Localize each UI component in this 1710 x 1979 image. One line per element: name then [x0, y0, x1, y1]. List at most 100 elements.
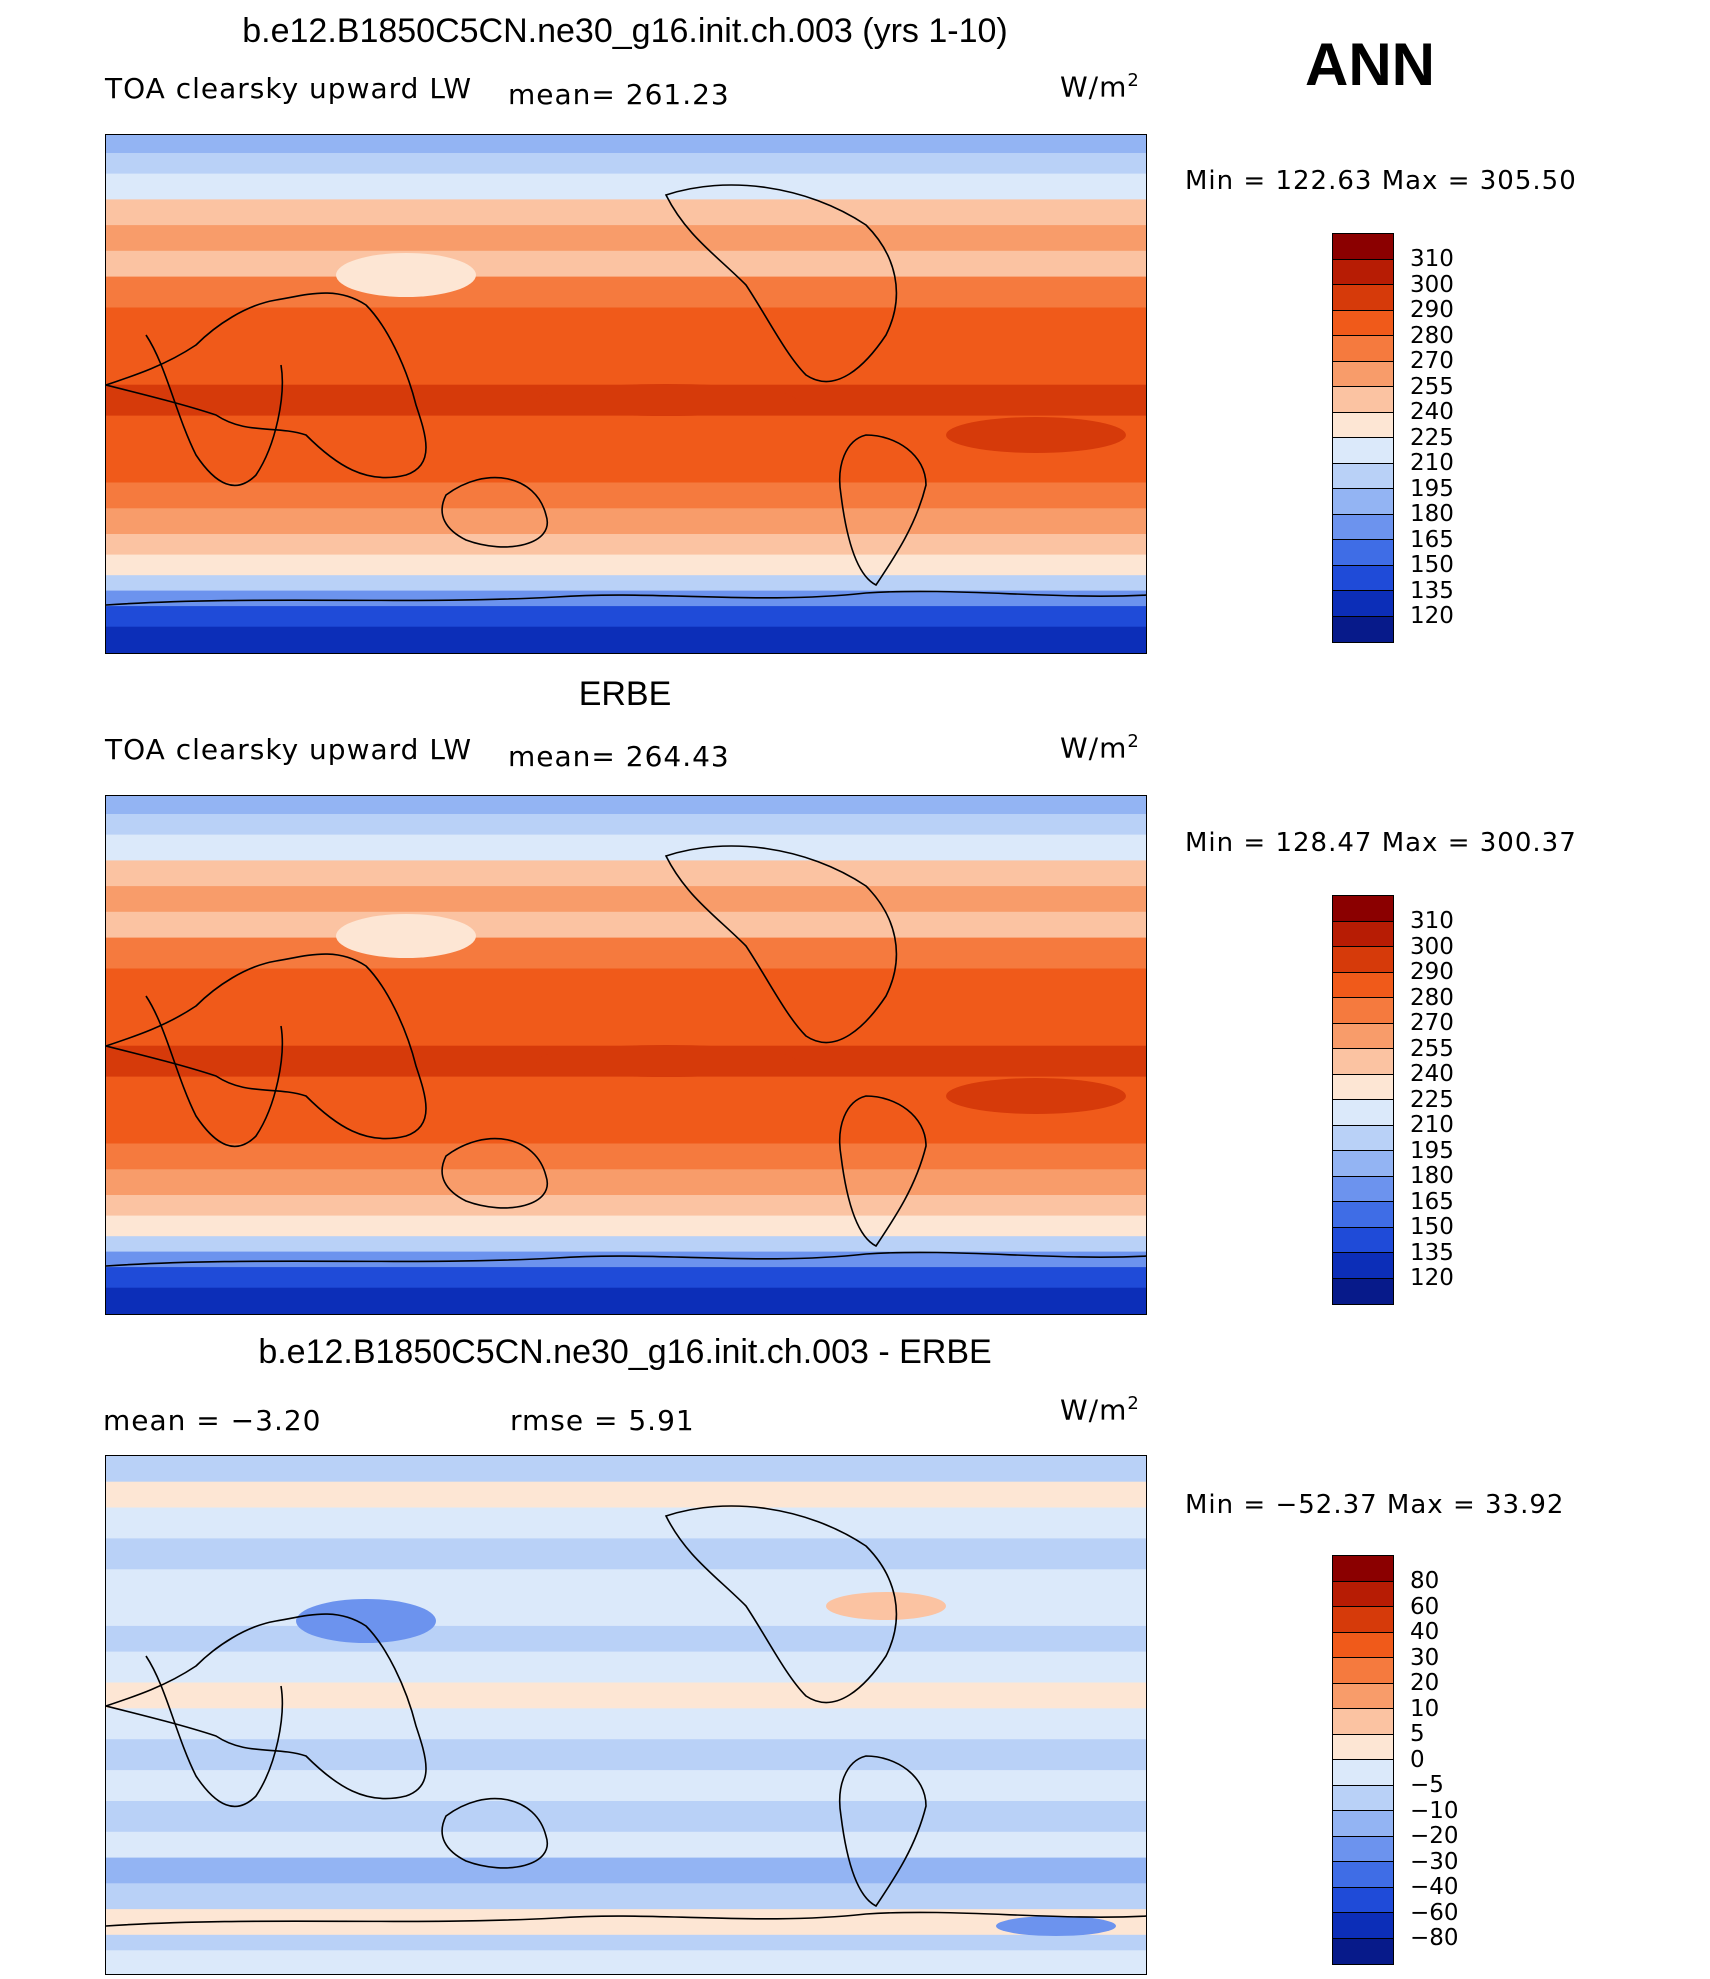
- map-band: [106, 590, 1146, 607]
- colorbar-swatch: [1333, 1887, 1393, 1913]
- map-band: [106, 1456, 1146, 1483]
- colorbar-tick-label: −5: [1410, 1772, 1444, 1798]
- colorbar-swatch: [1333, 1202, 1393, 1228]
- map-band: [106, 911, 1146, 938]
- panel-3-colorbar: [1332, 1555, 1394, 1965]
- colorbar-swatch: [1333, 1658, 1393, 1684]
- panel-3-mean-label: mean = −3.20: [103, 1404, 322, 1437]
- colorbar-tick-label: 120: [1410, 1265, 1454, 1291]
- map-feature: [336, 253, 476, 297]
- colorbar-tick-label: 225: [1410, 424, 1454, 451]
- colorbar-swatch: [1333, 972, 1393, 998]
- colorbar-tick-label: 80: [1410, 1568, 1440, 1594]
- colorbar-tick-label: 310: [1410, 908, 1454, 934]
- colorbar-tick-label: 180: [1410, 501, 1454, 527]
- colorbar-tick-label: −40: [1410, 1874, 1459, 1900]
- colorbar-swatch: [1333, 1151, 1393, 1177]
- coastline: [664, 184, 898, 383]
- colorbar-swatch: [1333, 1556, 1393, 1582]
- panel-2-map: [105, 795, 1147, 1315]
- colorbar-swatch: [1333, 1278, 1393, 1304]
- map-band: [106, 1538, 1146, 1570]
- colorbar-swatch: [1333, 540, 1393, 566]
- colorbar-tick-label: 20: [1410, 1670, 1440, 1696]
- map-band: [106, 860, 1146, 887]
- coastline: [106, 1911, 1146, 1927]
- colorbar-swatch: [1333, 1938, 1393, 1964]
- colorbar-swatch: [1333, 1607, 1393, 1633]
- panel-1-colorbar-ticks: 310 300 290 280 270 255 240 225 210 195 180 165 150 1…: [1410, 246, 1454, 630]
- map-band: [106, 153, 1146, 175]
- map-band: [106, 554, 1146, 576]
- map-band: [106, 307, 1146, 344]
- colorbar-swatch: [1333, 1709, 1393, 1735]
- map-band: [106, 1831, 1146, 1858]
- coastline: [106, 953, 427, 1140]
- map-band: [106, 1950, 1146, 1974]
- map-band: [106, 1739, 1146, 1771]
- colorbar-swatch: [1333, 1125, 1393, 1151]
- colorbar-swatch: [1333, 361, 1393, 387]
- map-band: [106, 482, 1146, 509]
- map-band: [106, 1195, 1146, 1217]
- panel-1-colorbar: [1332, 233, 1394, 643]
- panel-2-minmax: Min = 128.47 Max = 300.37: [1185, 828, 1577, 858]
- colorbar-tick-label: 280: [1410, 322, 1454, 349]
- colorbar-tick-label: 5: [1410, 1721, 1425, 1747]
- colorbar-tick-label: 270: [1410, 348, 1454, 374]
- panel-2-variable-label: TOA clearsky upward LW: [105, 733, 473, 766]
- coastline: [145, 1655, 284, 1808]
- map-band: [106, 1107, 1146, 1144]
- panel-2-title: ERBE: [578, 675, 672, 713]
- map-band: [106, 1883, 1146, 1910]
- coastline: [106, 590, 1146, 606]
- map-band: [106, 446, 1146, 483]
- colorbar-tick-label: −10: [1410, 1797, 1459, 1824]
- map-band: [106, 814, 1146, 836]
- colorbar-tick-label: 150: [1410, 552, 1454, 578]
- panel-3-unit: W/m2: [1060, 1393, 1140, 1427]
- colorbar-tick-label: 165: [1410, 1188, 1454, 1215]
- colorbar-swatch: [1333, 1811, 1393, 1837]
- map-band: [106, 968, 1146, 1005]
- map-band: [106, 508, 1146, 535]
- colorbar-swatch: [1333, 1785, 1393, 1811]
- colorbar-swatch: [1333, 1734, 1393, 1760]
- map-band: [106, 1215, 1146, 1237]
- colorbar-tick-label: 270: [1410, 1010, 1454, 1036]
- map-band: [106, 1600, 1146, 1627]
- colorbar-tick-label: 240: [1410, 399, 1454, 425]
- map-band: [106, 1682, 1146, 1709]
- colorbar-tick-label: 210: [1410, 1112, 1454, 1138]
- map-band: [106, 199, 1146, 226]
- colorbar-tick-label: 310: [1410, 246, 1454, 272]
- colorbar-swatch: [1333, 387, 1393, 413]
- coastline: [145, 995, 284, 1148]
- colorbar-swatch: [1333, 285, 1393, 311]
- panel-2-map-svg: [106, 796, 1146, 1314]
- map-band: [106, 135, 1146, 154]
- panel-3-map: [105, 1455, 1147, 1975]
- colorbar-swatch: [1333, 1862, 1393, 1888]
- map-band: [106, 1004, 1146, 1047]
- colorbar-tick-label: 300: [1410, 933, 1454, 960]
- coastline: [106, 1613, 427, 1800]
- colorbar-swatch: [1333, 438, 1393, 464]
- colorbar-tick-label: 280: [1410, 984, 1454, 1011]
- map-feature: [946, 417, 1126, 453]
- panel-1-variable-label: TOA clearsky upward LW: [105, 72, 473, 105]
- map-band: [106, 1708, 1146, 1740]
- colorbar-tick-label: 210: [1410, 450, 1454, 476]
- panel-3-colorbar-ticks: 80 60 40 30 20 10 5 0 −5 −10 −20 −30 −40 −60 −80: [1410, 1568, 1459, 1952]
- colorbar-swatch: [1333, 463, 1393, 489]
- colorbar-swatch: [1333, 1074, 1393, 1100]
- map-feature: [336, 914, 476, 958]
- colorbar-tick-label: 60: [1410, 1593, 1440, 1620]
- coastline: [145, 334, 284, 487]
- map-band: [106, 1909, 1146, 1936]
- coastline: [839, 1755, 927, 1908]
- map-band: [106, 1143, 1146, 1170]
- colorbar-tick-label: 290: [1410, 959, 1454, 985]
- colorbar-swatch: [1333, 1760, 1393, 1786]
- panel-2-mean-label: mean= 264.43: [508, 740, 730, 773]
